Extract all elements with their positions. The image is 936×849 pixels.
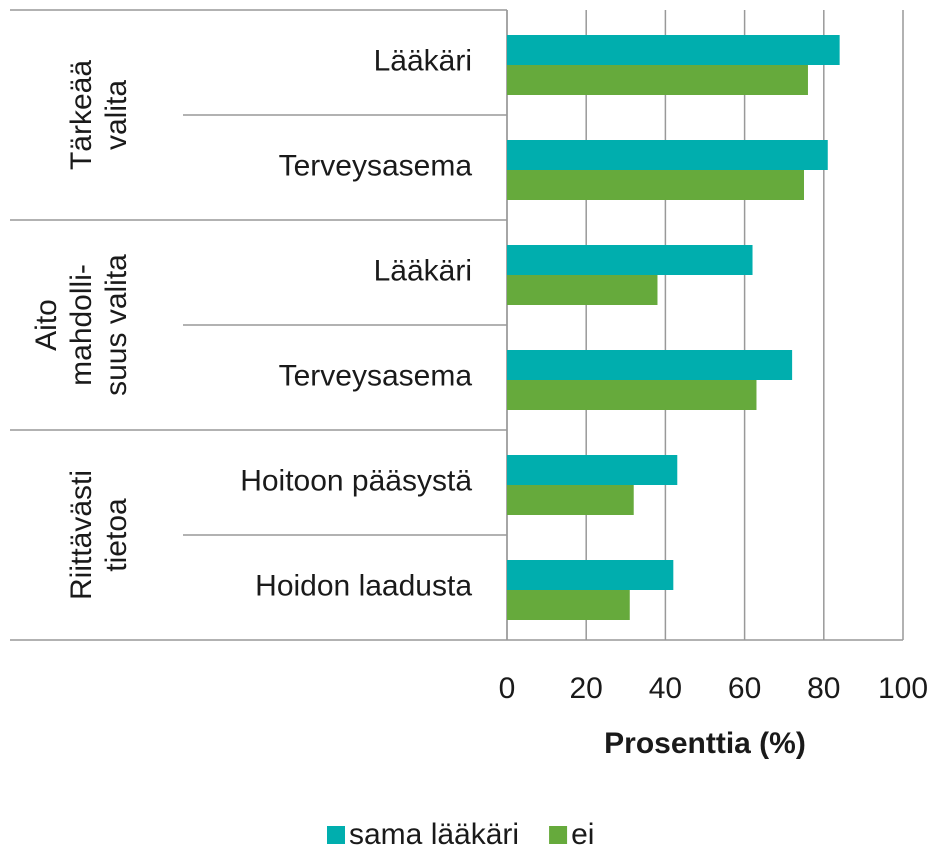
bar — [507, 455, 678, 485]
bar — [507, 590, 630, 620]
legend-label: sama lääkäri — [349, 818, 519, 849]
y-tick-label: Hoitoon pääsystä — [240, 464, 472, 497]
group-label: valita — [100, 80, 133, 150]
x-tick-label: 60 — [728, 672, 761, 705]
x-tick-label: 80 — [807, 672, 840, 705]
bar — [507, 560, 674, 590]
x-tick-label: 20 — [570, 672, 603, 705]
bar — [507, 35, 840, 65]
y-tick-label: Terveysasema — [279, 359, 473, 392]
group-label: Tärkeää — [65, 60, 98, 170]
legend-swatch — [327, 826, 345, 844]
x-tick-label: 0 — [499, 672, 516, 705]
x-tick-label: 40 — [649, 672, 682, 705]
bar — [507, 65, 808, 95]
group-label: Aito — [30, 299, 63, 351]
group-label: mahdolli- — [65, 264, 98, 386]
legend-label: ei — [571, 818, 594, 849]
bar — [507, 245, 753, 275]
bar — [507, 275, 658, 305]
legend-swatch — [549, 826, 568, 844]
x-tick-label: 100 — [878, 672, 928, 705]
bar — [507, 485, 634, 515]
bar — [507, 140, 828, 170]
bar — [507, 380, 757, 410]
bar — [507, 170, 804, 200]
group-label: suus valita — [100, 254, 133, 396]
group-label: tietoa — [100, 498, 133, 572]
y-tick-label: Lääkäri — [374, 44, 472, 77]
group-label: Riittävästi — [65, 470, 98, 600]
y-tick-label: Lääkäri — [374, 254, 472, 287]
bar — [507, 350, 793, 380]
y-tick-label: Hoidon laadusta — [255, 569, 472, 602]
x-axis-label: Prosenttia (%) — [604, 727, 806, 760]
y-tick-label: Terveysasema — [279, 149, 473, 182]
